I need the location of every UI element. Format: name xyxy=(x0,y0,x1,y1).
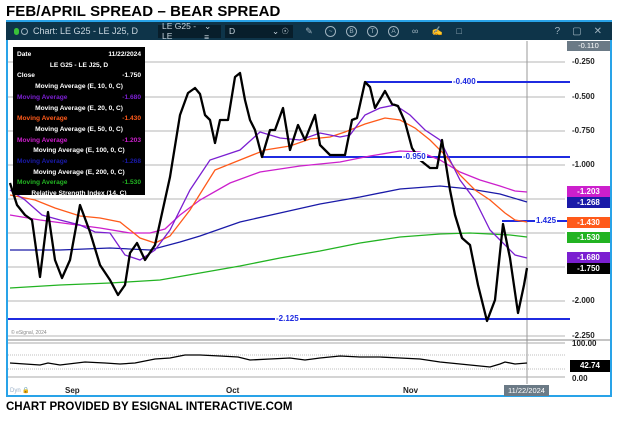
study-title: Moving Average (E, 50, 0, C) xyxy=(35,125,123,133)
study-title: Moving Average (E, 10, 0, C) xyxy=(35,83,123,91)
study-value: -1.680 xyxy=(122,93,141,101)
interval-select[interactable]: D ⌄ ☉ xyxy=(225,24,294,38)
price-label-ma10: -1.680 xyxy=(567,252,610,263)
rsi-tick: 0.00 xyxy=(572,374,588,383)
page-title: FEB/APRIL SPREAD – BEAR SPREAD xyxy=(6,3,281,20)
chart-title: Chart: LE G25 - LE J25, D xyxy=(33,26,139,36)
rsi-tick: 100.00 xyxy=(572,339,597,348)
status-dot-icon xyxy=(14,27,19,35)
rsi-value-label: 42.74 xyxy=(570,360,610,372)
comment-icon[interactable]: □ xyxy=(456,26,462,36)
cursor-date: 11/22/2024 xyxy=(504,385,549,396)
nodes-icon[interactable]: ∞ xyxy=(411,26,419,36)
ma-50-line xyxy=(9,150,528,234)
edit-note-icon[interactable]: ✍ xyxy=(431,25,443,36)
close-label: Close xyxy=(17,72,35,80)
dyn-lock-toggle[interactable]: Dyn 🔒 xyxy=(10,387,30,394)
hline-label: -0.950 xyxy=(402,152,427,161)
study-label: Moving Average xyxy=(17,115,68,123)
legend-symbol: LE G25 - LE J25, D xyxy=(49,61,109,69)
price-label-ma50: -1.203 xyxy=(567,186,610,197)
chart-toolbar: Chart: LE G25 - LE J25, D LE G25 - LE ⌄ … xyxy=(6,20,612,42)
price-label-ma100: -1.268 xyxy=(567,197,610,208)
x-tick: Sep xyxy=(65,386,80,395)
lock-icon: 🔒 xyxy=(22,388,30,394)
date-value: 11/22/2024 xyxy=(108,51,141,58)
pencil-icon[interactable]: ✎ xyxy=(305,25,313,36)
date-label: Date xyxy=(17,51,32,58)
study-label: Moving Average xyxy=(17,158,68,166)
symbol-value: LE G25 - LE xyxy=(162,21,197,41)
data-window: Date 11/22/2024 LE G25 - LE J25, D Close -… xyxy=(13,47,145,197)
hline-label: -2.125 xyxy=(275,314,300,323)
t-circle-icon[interactable]: T xyxy=(367,25,379,37)
close-button[interactable]: ✕ xyxy=(593,25,602,37)
ma-100-line xyxy=(10,185,528,251)
symbol-select[interactable]: LE G25 - LE ⌄ ≡ xyxy=(158,21,222,42)
x-tick: Nov xyxy=(403,386,419,395)
study-value: -1.430 xyxy=(122,115,141,123)
study-title: Moving Average (E, 20, 0, C) xyxy=(35,104,123,112)
link-icon[interactable] xyxy=(21,27,28,35)
chevron-down-icon: ⌄ ≡ xyxy=(204,20,212,42)
close-line xyxy=(8,71,529,323)
study-label: Moving Average xyxy=(17,93,68,101)
chevron-down-icon: ⌄ ☉ xyxy=(271,25,290,36)
axis-top-value: -0.110 xyxy=(567,41,610,51)
study-title: Moving Average (E, 200, 0, C) xyxy=(33,168,125,176)
footer-credit: CHART PROVIDED BY ESIGNAL INTERACTIVE.CO… xyxy=(6,401,293,413)
study-value: -1.203 xyxy=(122,136,141,144)
study-label: Moving Average xyxy=(17,179,68,187)
study-title: Moving Average (E, 100, 0, C) xyxy=(33,147,125,155)
interval-value: D xyxy=(229,26,236,36)
price-label-ma200: -1.530 xyxy=(567,232,610,243)
hline-label: -0.400 xyxy=(452,77,477,86)
y-tick: -0.750 xyxy=(572,126,595,135)
study-label: Moving Average xyxy=(17,136,68,144)
y-tick: -0.250 xyxy=(572,57,595,66)
restore-button[interactable]: ▢ xyxy=(572,25,582,37)
ma-20-line xyxy=(9,117,528,244)
b-circle-icon[interactable]: B xyxy=(346,25,358,37)
ma-10-line xyxy=(9,104,528,261)
study-value: -1.268 xyxy=(122,158,141,166)
help-button[interactable]: ? xyxy=(554,25,561,37)
a-circle-icon[interactable]: A xyxy=(388,25,400,37)
ma-200-line xyxy=(9,232,528,289)
y-tick: -2.000 xyxy=(572,296,595,305)
copyright: © eSignal, 2024 xyxy=(11,330,47,336)
x-tick: Oct xyxy=(226,386,240,395)
rsi-line xyxy=(9,354,528,368)
y-tick: -1.000 xyxy=(572,160,595,169)
price-label-close: -1.750 xyxy=(567,263,610,274)
y-tick: -0.500 xyxy=(572,92,595,101)
dyn-label: Dyn xyxy=(10,388,21,394)
price-label-ma20: -1.430 xyxy=(567,217,610,228)
y-tick: -2.250 xyxy=(572,331,595,340)
rsi-title: Relative Strength Index (14, C) xyxy=(31,190,127,198)
wave-icon[interactable]: ~ xyxy=(325,25,337,37)
hline-label: 1.425 xyxy=(535,216,558,225)
close-value: -1.750 xyxy=(122,72,141,80)
study-value: -1.530 xyxy=(122,179,141,187)
